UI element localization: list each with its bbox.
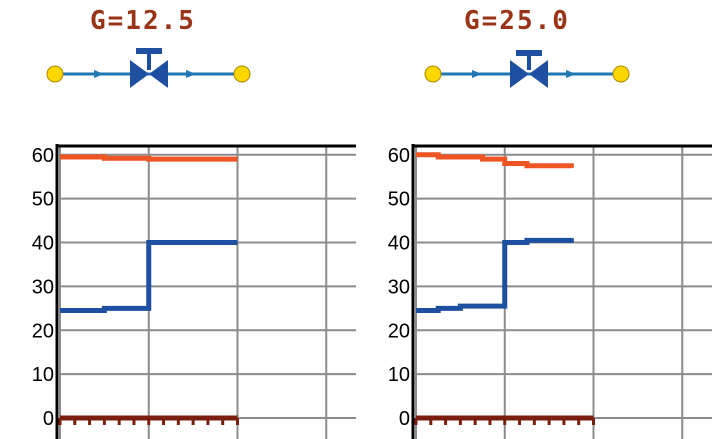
- flow-label: G=25.0: [464, 6, 570, 36]
- pipe-node-start: [424, 65, 442, 83]
- y-tick-label: 40: [32, 233, 54, 255]
- series-marker: [206, 418, 210, 425]
- series-marker: [117, 418, 121, 425]
- y-tick-label: 40: [388, 233, 410, 255]
- valve-icon: [510, 50, 548, 88]
- valve-diagram: [46, 48, 251, 88]
- series-marker: [518, 418, 522, 425]
- y-tick-label: 50: [32, 189, 54, 211]
- valve-panel-right: G=25.0 0 10 20 30 40 50 60: [356, 0, 712, 439]
- series-marker: [488, 418, 492, 425]
- flow-arrow: [94, 70, 104, 78]
- series-line: [60, 240, 238, 314]
- series-marker: [503, 418, 507, 425]
- series-marker: [191, 418, 195, 425]
- series-marker: [102, 418, 106, 425]
- series-marker: [577, 418, 581, 425]
- y-tick-label: 10: [388, 364, 410, 386]
- y-tick-label: 60: [32, 145, 54, 167]
- y-tick-label: 10: [32, 364, 54, 386]
- series-marker: [162, 418, 166, 425]
- series-marker: [562, 418, 566, 425]
- series-marker: [176, 418, 180, 425]
- series-marker: [58, 418, 62, 425]
- flow-label: G=12.5: [90, 6, 196, 36]
- y-tick-label: 50: [388, 189, 410, 211]
- flow-arrow: [566, 70, 576, 78]
- pipe-node-start: [46, 65, 64, 83]
- series-line: [60, 154, 238, 162]
- flow-arrow: [472, 70, 482, 78]
- series-marker: [429, 418, 433, 425]
- series-line: [416, 237, 574, 314]
- chart-right: 0 10 20 30 40 50 60: [388, 144, 712, 439]
- y-tick-label: 20: [388, 320, 410, 342]
- y-tick-label: 0: [43, 408, 54, 430]
- series-marker: [547, 418, 551, 425]
- valve-icon: [130, 48, 168, 88]
- series-marker: [221, 418, 225, 425]
- series-line: [416, 152, 574, 169]
- series-marker: [414, 418, 418, 425]
- series-marker: [88, 418, 92, 425]
- valve-panel-left: G=12.5 0 10 20 30 40 50 60: [32, 6, 356, 439]
- series-marker: [132, 418, 136, 425]
- series-marker: [458, 418, 462, 425]
- y-tick-label: 20: [32, 320, 54, 342]
- y-tick-label: 30: [32, 276, 54, 298]
- y-tick-label: 60: [388, 145, 410, 167]
- pipe-node-end: [612, 65, 630, 83]
- series-marker: [444, 418, 448, 425]
- chart-left: 0 10 20 30 40 50 60: [32, 144, 356, 439]
- valve-diagram: [424, 50, 630, 88]
- y-tick-label: 0: [399, 408, 410, 430]
- series-marker: [592, 418, 595, 425]
- series-marker: [532, 418, 536, 425]
- series-marker: [236, 418, 239, 425]
- series-marker: [73, 418, 77, 425]
- series-marker: [147, 418, 151, 425]
- flow-arrow: [186, 70, 196, 78]
- series-marker: [473, 418, 477, 425]
- y-tick-label: 30: [388, 276, 410, 298]
- pipe-node-end: [233, 65, 251, 83]
